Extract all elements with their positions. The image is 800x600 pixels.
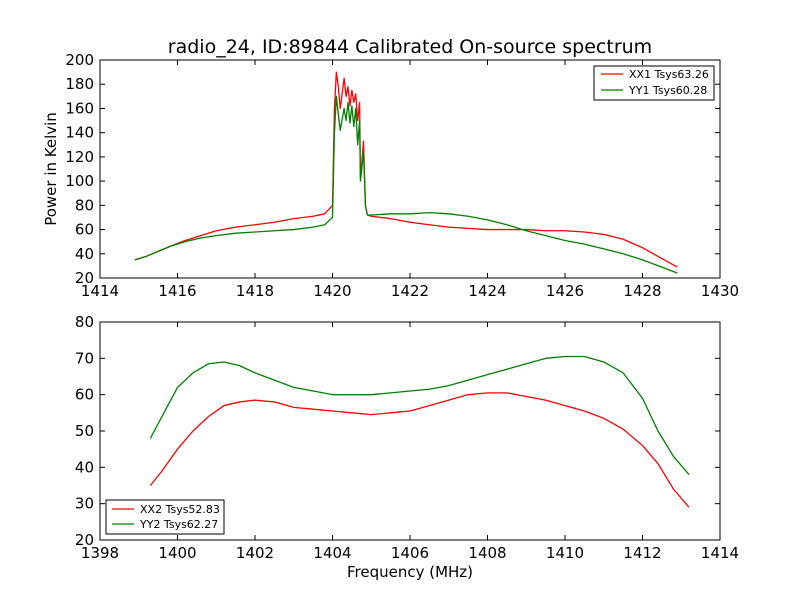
x-tick-label: 1414 (81, 282, 119, 300)
x-tick-label: 1410 (546, 544, 584, 562)
legend: XX2 Tsys52.83 YY2 Tsys62.27 (105, 499, 225, 535)
x-tick-label: 1422 (391, 282, 429, 300)
legend-label-xx1: XX1 Tsys63.26 (629, 68, 709, 81)
x-tick-label: 1398 (81, 544, 119, 562)
y-tick-label: 60 (75, 221, 94, 239)
x-tick-label: 1414 (701, 544, 739, 562)
series-line-yy2 (149, 355, 690, 476)
x-tick-label: 1404 (313, 544, 351, 562)
x-tick-label: 1418 (236, 282, 274, 300)
x-axis-label: Frequency (MHz) (347, 563, 473, 581)
x-tick-label: 1430 (701, 282, 739, 300)
x-tick-label: 1408 (468, 544, 506, 562)
legend-box (593, 65, 715, 101)
y-tick-label: 200 (65, 51, 94, 69)
y-tick-label: 20 (75, 531, 94, 549)
x-tick-label: 1400 (158, 544, 196, 562)
x-tick-label: 1424 (468, 282, 506, 300)
legend: XX1 Tsys63.26 YY1 Tsys60.28 (593, 65, 715, 101)
y-tick-label: 50 (75, 422, 94, 440)
y-tick-label: 140 (65, 124, 94, 142)
legend-label-yy1: YY1 Tsys60.28 (628, 84, 707, 97)
y-tick-label: 30 (75, 495, 94, 513)
series-line-yy1 (134, 95, 678, 274)
y-tick-label: 80 (75, 313, 94, 331)
series-line-xx2 (149, 392, 690, 508)
y-tick-label: 40 (75, 245, 94, 263)
x-tick-label: 1406 (391, 544, 429, 562)
series-layer (149, 355, 690, 508)
legend-label-yy2: YY2 Tsys62.27 (139, 518, 218, 531)
legend-label-xx2: XX2 Tsys52.83 (140, 503, 220, 516)
x-tick-label: 1402 (236, 544, 274, 562)
top-spectrum-chart: radio_24, ID:89844 Calibrated On-source … (42, 36, 739, 300)
y-tick-label: 100 (65, 172, 94, 190)
y-tick-label: 40 (75, 458, 94, 476)
x-tick-label: 1428 (623, 282, 661, 300)
chart-title: radio_24, ID:89844 Calibrated On-source … (168, 36, 652, 58)
y-tick-label: 20 (75, 269, 94, 287)
y-tick-label: 80 (75, 196, 94, 214)
series-line-xx1 (134, 71, 678, 268)
plot-frame (99, 321, 721, 541)
bottom-spectrum-chart: 1398 1400 1402 1404 1406 1408 1410 1412 1414 20 30… (75, 313, 739, 581)
y-tick-label: 70 (75, 349, 94, 367)
legend-box (105, 499, 225, 535)
y-tick-label: 60 (75, 386, 94, 404)
plot-frame (99, 59, 721, 279)
x-tick-label: 1416 (158, 282, 196, 300)
y-tick-label: 180 (65, 75, 94, 93)
x-tick-label: 1420 (313, 282, 351, 300)
x-tick-label: 1426 (546, 282, 584, 300)
tick-layer: 1414 1416 1418 1420 1422 1424 1426 1428 1430 20 40… (65, 51, 739, 300)
series-layer (134, 71, 678, 274)
y-axis-label: Power in Kelvin (42, 112, 60, 226)
y-tick-label: 120 (65, 148, 94, 166)
x-tick-label: 1412 (623, 544, 661, 562)
y-tick-label: 160 (65, 99, 94, 117)
tick-layer: 1398 1400 1402 1404 1406 1408 1410 1412 1414 20 30… (75, 313, 739, 562)
